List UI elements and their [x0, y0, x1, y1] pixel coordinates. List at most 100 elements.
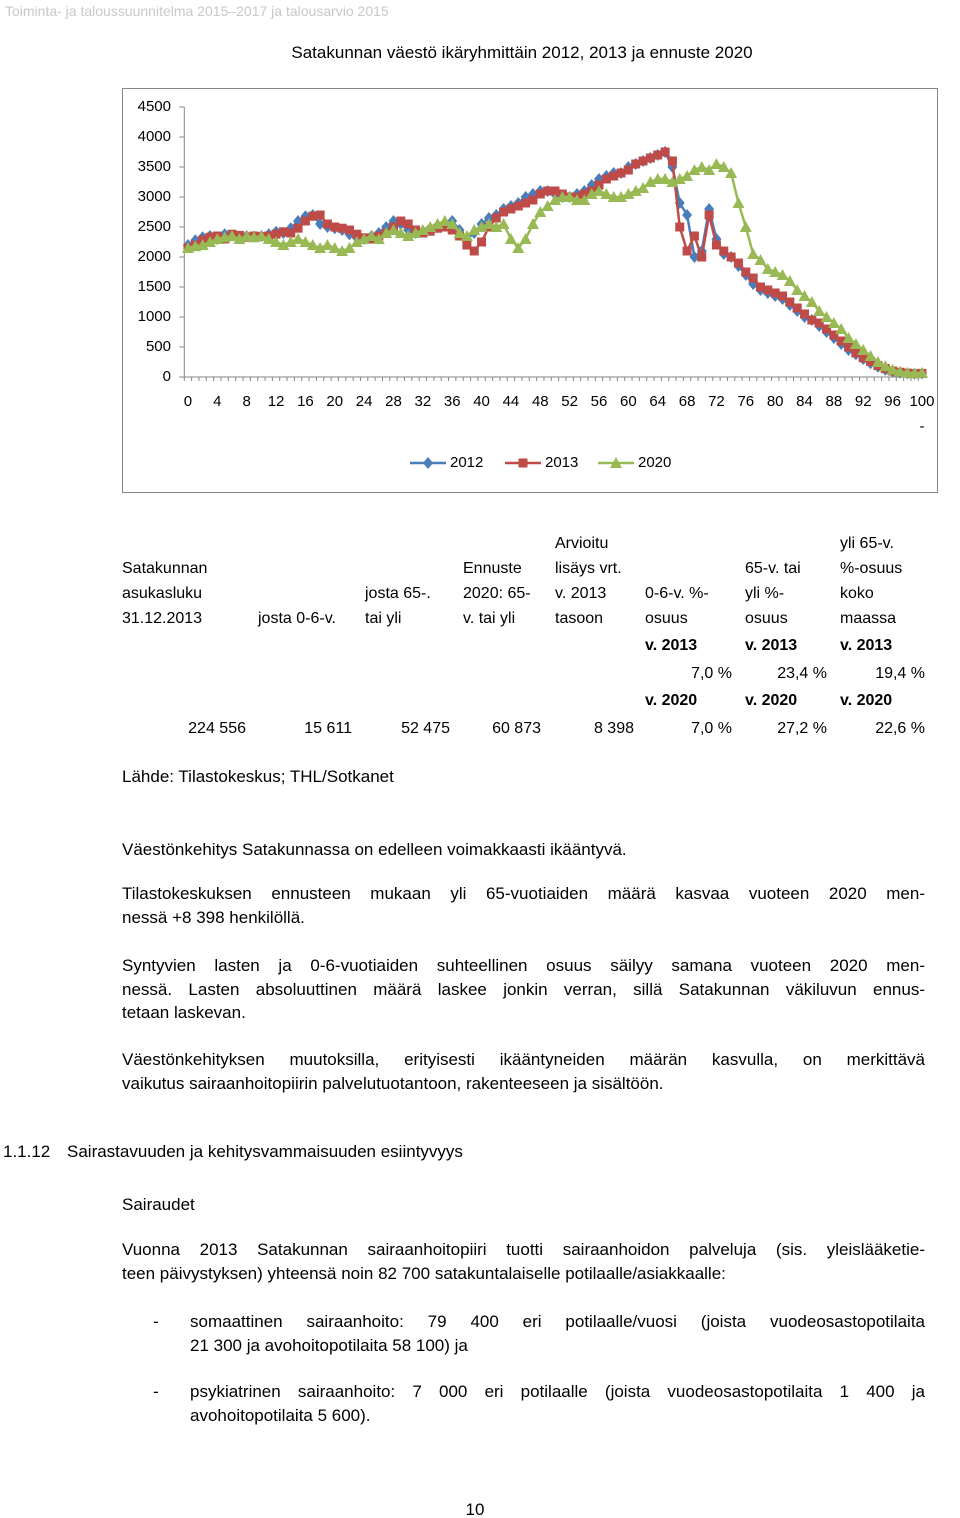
legend-label: 2013: [545, 454, 578, 471]
data-point: [519, 233, 532, 244]
table-header: Arvioitu: [555, 535, 609, 552]
data-point: [534, 206, 547, 217]
data-point: [543, 186, 553, 196]
data-point: [791, 284, 804, 295]
x-tick-label: 16: [297, 393, 314, 410]
data-point: [548, 194, 561, 205]
data-point: [704, 210, 714, 220]
data-point: [820, 311, 833, 322]
x-tick-label: 88: [825, 393, 843, 410]
list-item-line: somaattinen sairaanhoito: 79 400 eri pot…: [190, 1312, 925, 1331]
data-point: [645, 153, 655, 163]
paragraph-line: tetaan laskevan.: [122, 1003, 246, 1022]
data-point: [292, 233, 305, 244]
year-label: v. 2013: [645, 637, 698, 654]
chart: 0500100015002000250030003500400045002012…: [122, 88, 938, 493]
x-tick-label: 32: [414, 393, 432, 410]
data-point: [499, 207, 509, 217]
data-point: [601, 174, 611, 184]
data-point: [271, 229, 281, 239]
data-point: [203, 236, 216, 247]
data-point: [623, 165, 633, 175]
chart-title: Satakunnan väestö ikäryhmittäin 2012, 20…: [291, 43, 753, 62]
share-cell: 23,4 %: [777, 665, 827, 682]
value-cell: 15 611: [304, 720, 352, 737]
data-point: [659, 173, 672, 184]
data-point: [490, 221, 503, 232]
data-point: [300, 216, 310, 226]
bullet: -: [153, 1382, 159, 1401]
data-point: [255, 230, 268, 241]
data-point: [600, 188, 613, 199]
data-point: [653, 150, 663, 160]
table-header: 31.12.2013: [122, 610, 203, 627]
data-point: [585, 188, 598, 199]
data-point: [365, 230, 378, 241]
data-point: [462, 240, 472, 250]
data-point: [689, 251, 700, 263]
data-point: [477, 237, 487, 247]
data-point: [673, 173, 686, 184]
section-number: 1.1.12: [3, 1142, 51, 1161]
data-point: [460, 230, 473, 241]
data-point: [277, 239, 290, 250]
x-tick-label: 48: [531, 393, 549, 410]
data-point: [497, 218, 510, 229]
table-header: %-osuus: [840, 560, 903, 577]
table-header: osuus: [645, 610, 688, 627]
data-point: [286, 228, 296, 238]
data-point: [769, 266, 782, 277]
data-point: [491, 213, 501, 223]
data-point: [844, 342, 854, 352]
data-point: [688, 164, 701, 175]
data-point: [893, 365, 906, 377]
data-point: [615, 191, 628, 202]
data-point: [792, 303, 802, 313]
table-header: josta 65-.: [365, 585, 431, 602]
data-point: [638, 156, 648, 166]
paragraph-line: Vuonna 2013 Satakunnan sairaanhoitopiiri…: [122, 1240, 925, 1259]
year-label: v. 2020: [840, 692, 893, 709]
data-point: [336, 245, 349, 256]
data-point: [344, 225, 354, 235]
table-header: koko: [840, 585, 874, 602]
data-point: [409, 227, 422, 238]
table-header: 2020: 65-: [463, 585, 531, 602]
data-point: [380, 227, 393, 238]
y-tick-label: 2000: [138, 248, 171, 265]
data-point: [337, 223, 347, 233]
data-point: [541, 200, 554, 211]
data-point: [785, 297, 795, 307]
data-point: [644, 176, 657, 187]
data-point: [814, 318, 824, 328]
data-point: [778, 291, 788, 301]
data-point: [725, 167, 738, 178]
table-header: josta 0-6-v.: [258, 610, 336, 627]
data-point: [453, 227, 466, 238]
data-point: [783, 275, 796, 286]
data-point: [822, 324, 832, 334]
data-point: [468, 224, 481, 235]
data-point: [278, 227, 288, 237]
data-point: [835, 323, 848, 334]
data-point: [609, 171, 619, 181]
list-item-line: psykiatrinen sairaanhoito: 7 000 eri pot…: [190, 1382, 925, 1401]
x-tick-label: 60: [620, 393, 637, 410]
data-point: [866, 356, 876, 366]
data-point: [322, 219, 332, 229]
source: Lähde: Tilastokeskus; THL/Sotkanet: [122, 767, 394, 786]
data-point: [403, 219, 413, 229]
chart-border: [122, 88, 938, 493]
data-point: [711, 240, 721, 250]
x-tick-label: 64: [649, 393, 667, 410]
paragraph-line: vaikutus sairaanhoitopiirin palvelutuota…: [122, 1073, 664, 1093]
data-point: [842, 332, 855, 343]
data-point: [717, 161, 730, 172]
x-tick-label: 28: [385, 393, 402, 410]
data-point: [469, 246, 479, 256]
data-point: [829, 330, 839, 340]
data-point: [747, 248, 760, 259]
y-tick-label: 4500: [138, 98, 171, 115]
data-point: [438, 215, 451, 226]
paragraph-line: Väestönkehitys Satakunnassa on edelleen …: [122, 840, 627, 859]
